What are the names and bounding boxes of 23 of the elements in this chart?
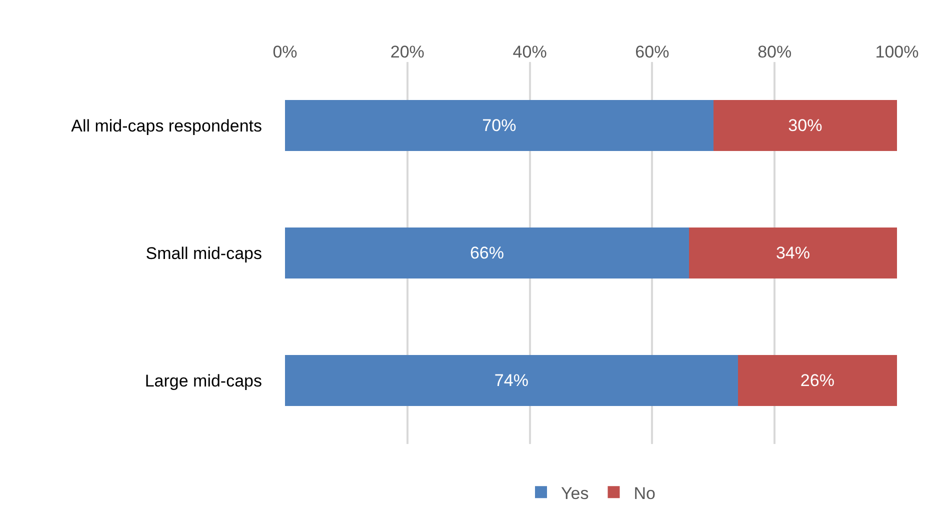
y-tick-label: All mid-caps respondents (71, 116, 262, 136)
bar (713, 100, 897, 152)
x-tick-label: 40% (512, 42, 547, 62)
legend-label: Yes (561, 484, 589, 503)
bar (285, 228, 689, 278)
bar (738, 354, 897, 406)
data-label: 74% (494, 370, 528, 390)
y-tick-label: Small mid-caps (146, 244, 262, 263)
bar (285, 354, 738, 406)
x-tick-label: 0% (272, 42, 298, 62)
legend-label: No (634, 484, 656, 503)
x-tick-label: 20% (390, 42, 424, 62)
data-label: 34% (776, 244, 810, 262)
bar (285, 100, 714, 152)
data-label: 66% (470, 244, 504, 262)
x-tick-label: 100% (875, 42, 919, 62)
x-tick-label: 60% (635, 42, 670, 62)
data-label: 30% (788, 116, 822, 136)
bar (688, 228, 897, 278)
x-tick-label: 80% (758, 42, 792, 62)
data-label: 70% (482, 116, 516, 136)
y-tick-label: Large mid-caps (144, 371, 262, 390)
data-label: 26% (800, 370, 834, 390)
